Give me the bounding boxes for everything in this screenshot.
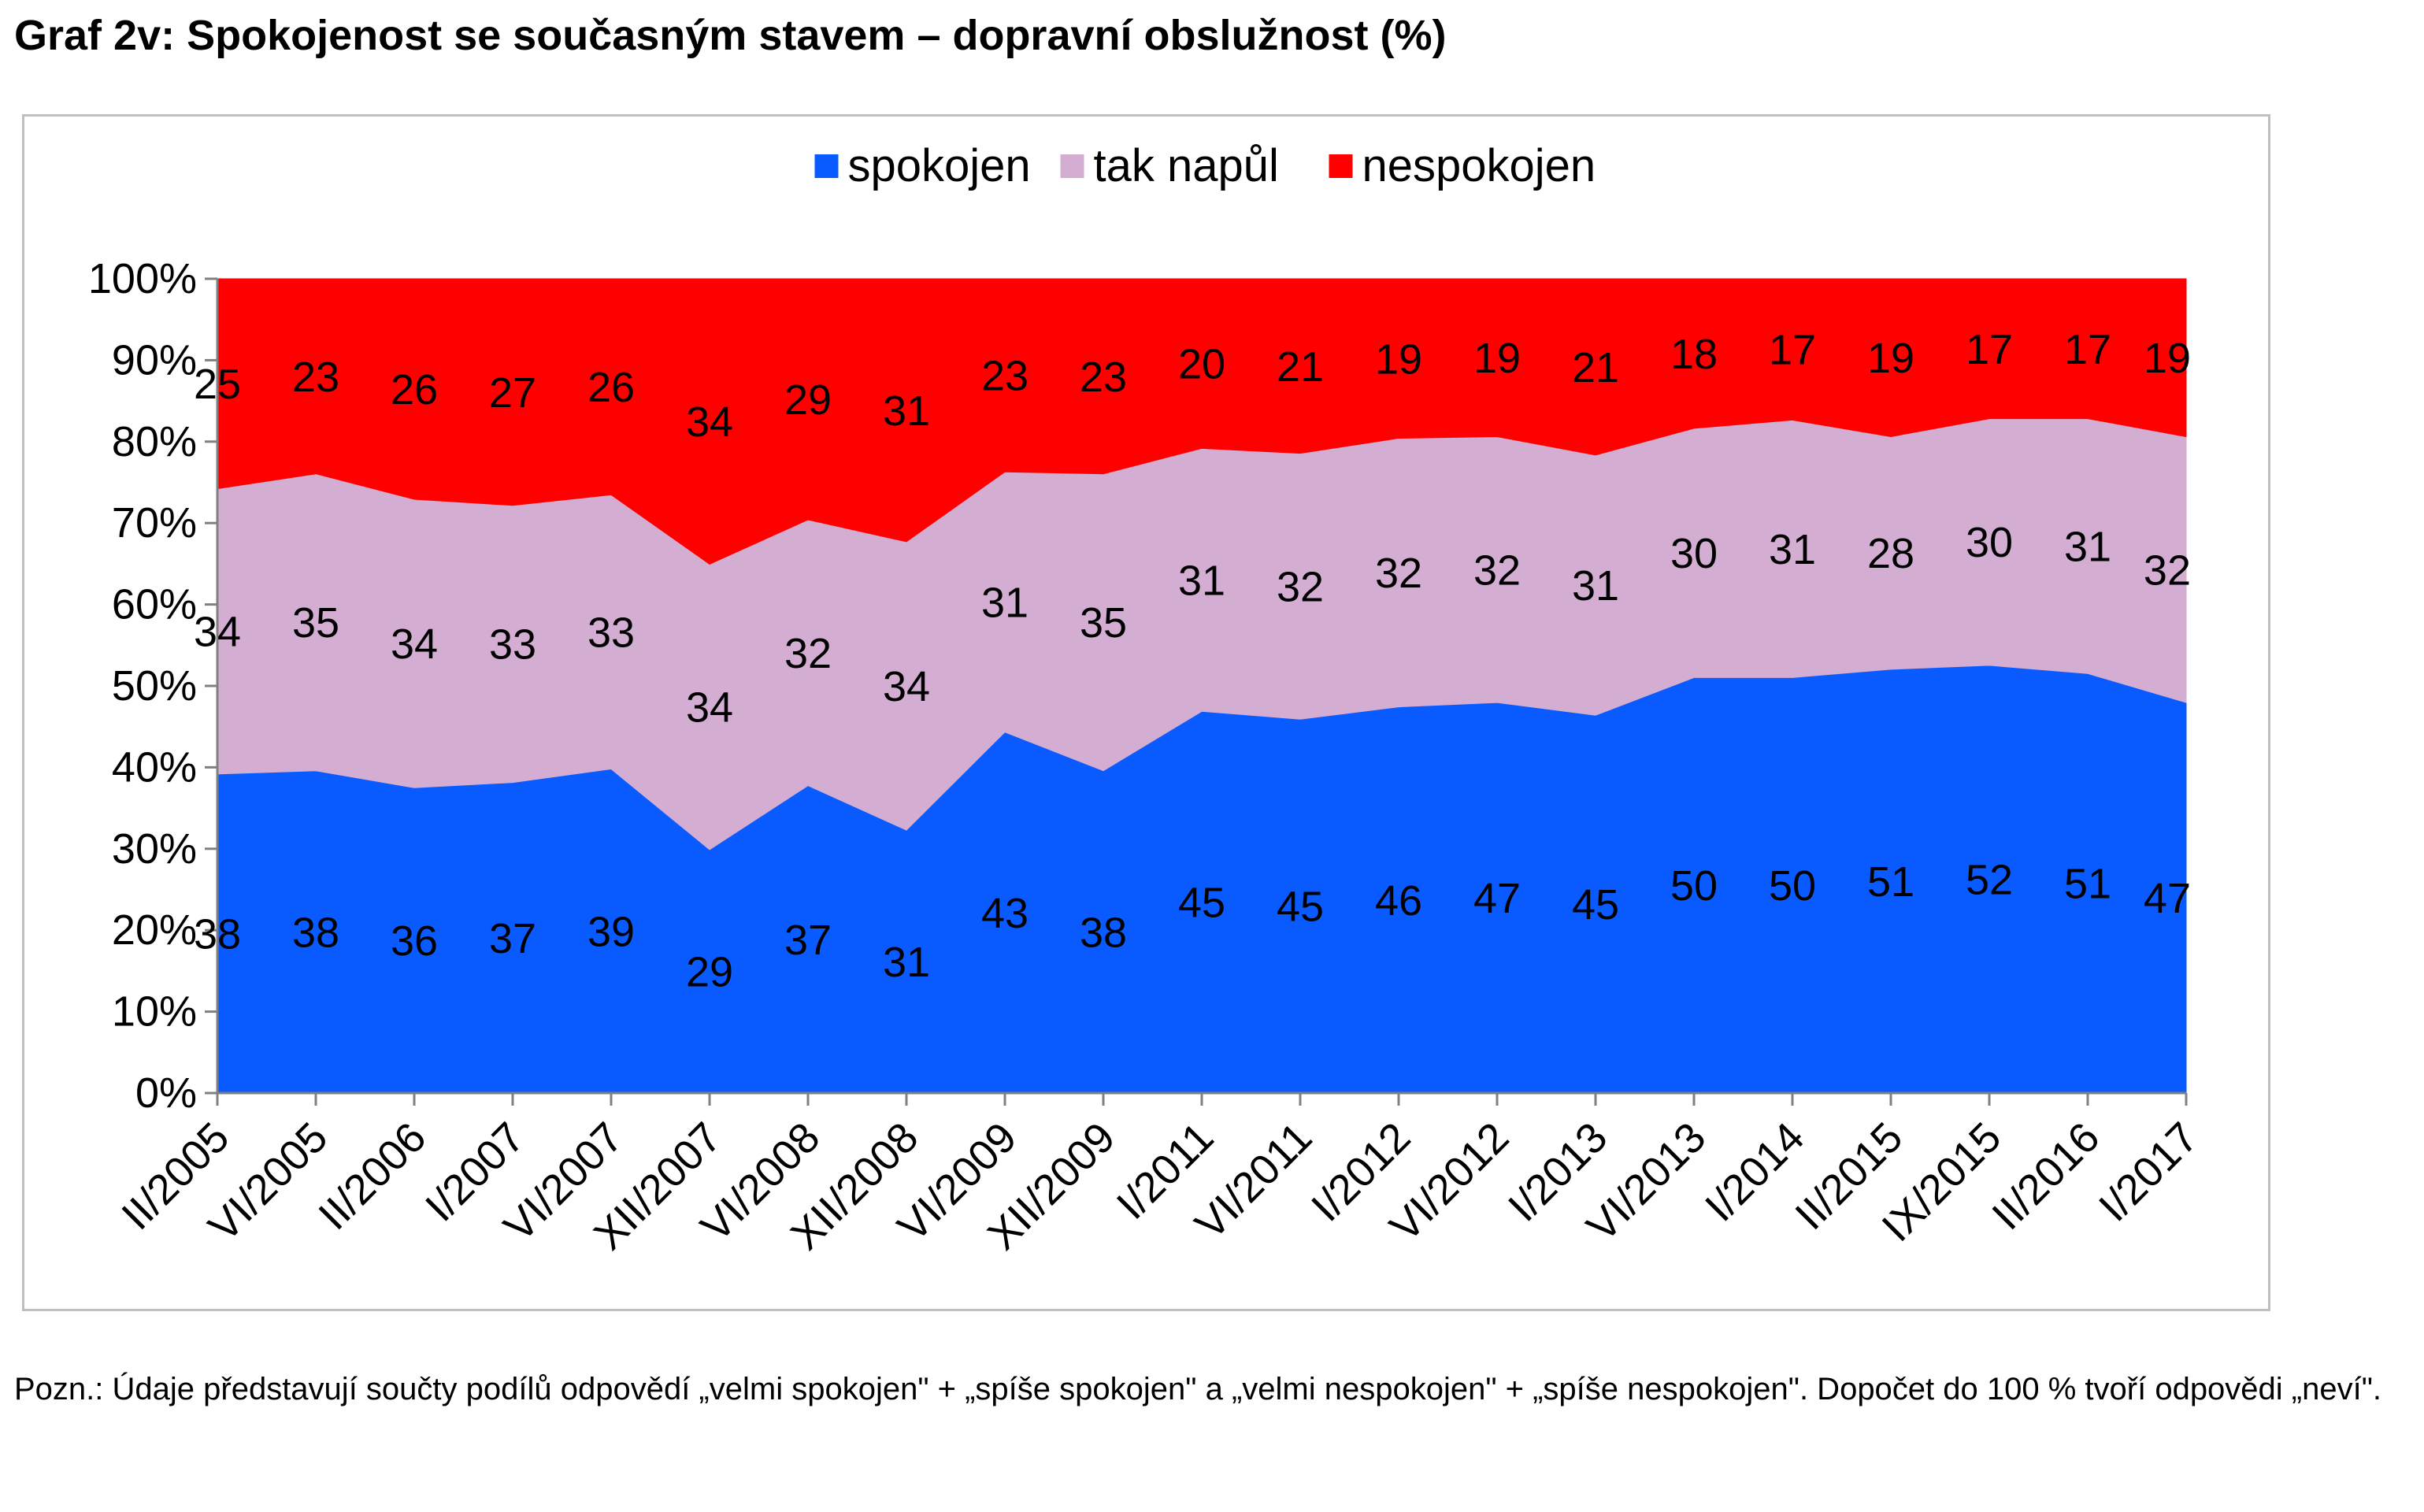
data-label-nespokojen: 29 xyxy=(784,376,832,424)
y-tick-label: 50% xyxy=(112,662,197,710)
data-label-tak-napůl: 32 xyxy=(1277,563,1324,610)
legend-swatch xyxy=(814,154,839,178)
chart-frame: 0% 10% 20% 30% 40% 50% 60% 70% 80% 90% 100% II/2005… xyxy=(22,114,2270,1311)
x-tick-label: I/2017 xyxy=(2090,1114,2207,1231)
data-label-spokojen: 43 xyxy=(981,890,1029,937)
y-tick-label: 0% xyxy=(135,1069,197,1117)
data-label-tak-napůl: 33 xyxy=(489,621,536,669)
data-label-nespokojen: 23 xyxy=(292,354,339,401)
chart-areas xyxy=(217,278,2187,1094)
data-label-tak-napůl: 34 xyxy=(194,609,241,656)
legend-swatch xyxy=(1060,154,1084,178)
data-label-nespokojen: 21 xyxy=(1572,344,1619,391)
data-label-spokojen: 51 xyxy=(1867,858,1914,906)
data-label-nespokojen: 34 xyxy=(686,398,733,446)
data-label-spokojen: 46 xyxy=(1375,877,1422,925)
y-tick-label: 40% xyxy=(112,743,197,791)
y-tick-label: 20% xyxy=(112,906,197,954)
data-label-tak-napůl: 35 xyxy=(292,599,339,647)
data-label-spokojen: 29 xyxy=(686,948,733,995)
data-label-tak-napůl: 32 xyxy=(784,630,832,677)
data-label-spokojen: 50 xyxy=(1670,862,1718,910)
data-label-tak-napůl: 33 xyxy=(587,609,635,656)
y-tick-label: 60% xyxy=(112,581,197,628)
data-label-spokojen: 38 xyxy=(1080,909,1127,956)
data-label-spokojen: 39 xyxy=(587,908,635,955)
data-label-tak-napůl: 30 xyxy=(1966,519,2013,566)
data-label-nespokojen: 27 xyxy=(489,369,536,417)
legend-item-spokojen: spokojen xyxy=(814,140,1031,191)
data-label-tak-napůl: 34 xyxy=(883,663,930,710)
data-label-nespokojen: 19 xyxy=(1375,335,1422,383)
data-label-spokojen: 52 xyxy=(1966,856,2013,903)
data-label-tak-napůl: 32 xyxy=(2144,547,2191,594)
data-label-tak-napůl: 35 xyxy=(1080,599,1127,647)
data-label-spokojen: 47 xyxy=(2144,875,2191,922)
data-label-nespokojen: 17 xyxy=(1769,327,1816,374)
data-label-nespokojen: 19 xyxy=(2144,335,2191,382)
data-label-tak-napůl: 31 xyxy=(981,579,1029,626)
area-nespokojen xyxy=(217,278,2187,565)
data-label-nespokojen: 17 xyxy=(1966,326,2013,373)
data-label-nespokojen: 19 xyxy=(1867,335,1914,382)
data-label-tak-napůl: 34 xyxy=(686,684,733,732)
data-label-nespokojen: 26 xyxy=(587,364,635,411)
chart-title: Graf 2v: Spokojenost se současným stavem… xyxy=(14,12,1447,59)
data-label-nespokojen: 31 xyxy=(883,387,930,435)
data-label-nespokojen: 21 xyxy=(1277,343,1324,391)
data-label-nespokojen: 23 xyxy=(981,353,1029,400)
data-label-tak-napůl: 34 xyxy=(391,621,438,668)
data-label-spokojen: 37 xyxy=(784,917,832,964)
y-tick-label: 100% xyxy=(88,255,197,302)
data-label-spokojen: 31 xyxy=(883,939,930,986)
data-label-spokojen: 45 xyxy=(1178,880,1225,927)
data-label-nespokojen: 23 xyxy=(1080,354,1127,401)
y-tick-label: 80% xyxy=(112,418,197,465)
data-label-spokojen: 38 xyxy=(194,910,241,958)
data-label-nespokojen: 18 xyxy=(1670,331,1718,378)
data-label-tak-napůl: 31 xyxy=(1178,557,1225,604)
legend-label: spokojen xyxy=(848,140,1031,191)
y-tick-label: 90% xyxy=(112,336,197,384)
data-label-tak-napůl: 32 xyxy=(1375,550,1422,597)
x-tick-label: II/2006 xyxy=(309,1114,435,1239)
footnote: Pozn.: Údaje představují součty podílů o… xyxy=(14,1372,2382,1406)
x-tick-label: II/2016 xyxy=(1983,1114,2108,1239)
y-tick-label: 10% xyxy=(112,988,197,1036)
data-label-tak-napůl: 31 xyxy=(1572,562,1619,610)
data-label-tak-napůl: 32 xyxy=(1473,547,1521,594)
data-label-tak-napůl: 28 xyxy=(1867,530,1914,577)
chart-data-labels: 38 38 36 37 39 29 37 31 43 38 45 45 46 47 45 50 50 51 52 51… xyxy=(194,326,2191,996)
data-label-tak-napůl: 31 xyxy=(2064,523,2111,570)
data-label-tak-napůl: 31 xyxy=(1769,526,1816,573)
legend-label: nespokojen xyxy=(1362,140,1596,191)
data-label-nespokojen: 26 xyxy=(391,366,438,413)
data-label-spokojen: 36 xyxy=(391,917,438,965)
data-label-nespokojen: 20 xyxy=(1178,341,1225,388)
legend-label: tak napůl xyxy=(1094,140,1279,191)
stacked-area-chart: 0%10%20%30%40%50%60%70%80%90%100%II/2005… xyxy=(88,140,2207,1259)
data-label-spokojen: 45 xyxy=(1572,881,1619,928)
legend-item-tak-napůl: tak napůl xyxy=(1060,140,1279,191)
data-label-nespokojen: 25 xyxy=(194,361,241,408)
legend-item-nespokojen: nespokojen xyxy=(1329,140,1596,191)
y-tick-label: 70% xyxy=(112,499,197,547)
data-label-spokojen: 37 xyxy=(489,915,536,962)
legend-swatch xyxy=(1329,154,1353,178)
data-label-nespokojen: 17 xyxy=(2064,326,2111,373)
data-label-spokojen: 38 xyxy=(292,909,339,956)
data-label-tak-napůl: 30 xyxy=(1670,530,1718,577)
data-label-spokojen: 51 xyxy=(2064,861,2111,908)
data-label-nespokojen: 19 xyxy=(1473,335,1521,382)
y-tick-label: 30% xyxy=(112,825,197,873)
data-label-spokojen: 50 xyxy=(1769,862,1816,910)
data-label-spokojen: 45 xyxy=(1277,884,1324,931)
data-label-spokojen: 47 xyxy=(1473,875,1521,922)
chart-legend: spokojen tak napůl nespokojen xyxy=(814,140,1596,191)
